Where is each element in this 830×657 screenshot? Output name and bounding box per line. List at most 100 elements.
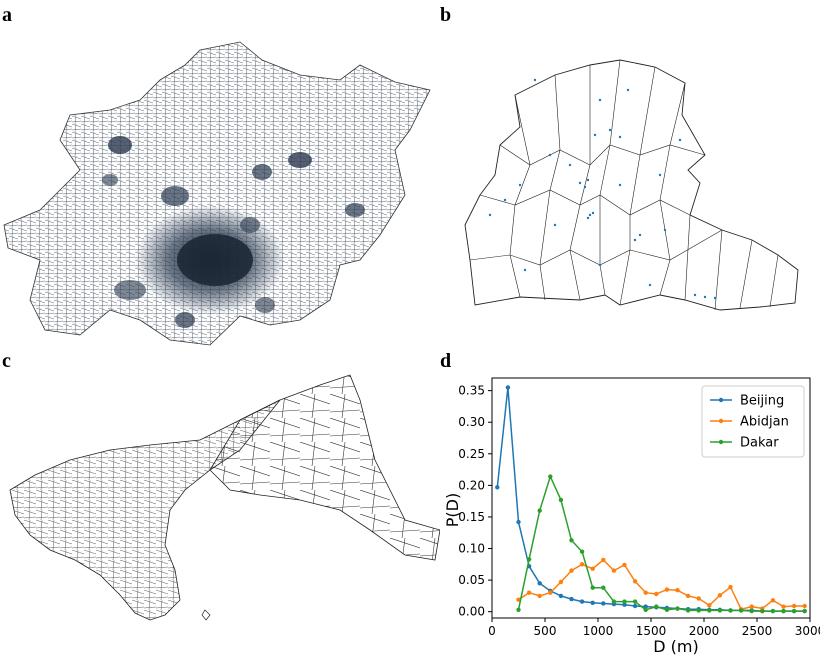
x-tick-label: 0: [488, 624, 496, 638]
y-tick-label: 0.30: [458, 415, 485, 429]
data-point-dakar: [622, 599, 627, 604]
panel-label-b: b: [440, 4, 452, 26]
panel-label-d: d: [440, 350, 452, 372]
data-point-beijing: [495, 485, 500, 490]
data-point-abidjan: [516, 597, 521, 602]
data-point-abidjan: [728, 584, 733, 590]
data-point-dakar: [516, 607, 521, 612]
data-point-abidjan: [643, 590, 648, 595]
data-point-abidjan: [781, 604, 786, 609]
data-point-dakar: [685, 608, 691, 613]
data-point-dakar: [696, 608, 701, 613]
data-point-abidjan: [675, 588, 680, 593]
data-point-abidjan: [558, 579, 564, 585]
x-axis-label: D (m): [653, 637, 698, 656]
data-point-abidjan: [717, 593, 723, 598]
data-point-dakar: [601, 585, 606, 590]
legend-swatch-marker: [718, 418, 724, 424]
x-tick-label: 500: [534, 624, 557, 638]
y-axis-label: P(D): [443, 493, 462, 527]
legend-box: [701, 385, 805, 458]
data-point-abidjan: [707, 603, 712, 608]
data-point-dakar: [802, 608, 807, 614]
data-point-dakar: [590, 585, 595, 590]
data-point-abidjan: [696, 596, 701, 601]
x-tick-label: 2000: [689, 624, 720, 638]
series-line-dakar: [517, 474, 805, 612]
y-tick-label: 0.05: [458, 573, 485, 587]
data-point-beijing: [643, 604, 648, 609]
data-point-dakar: [632, 599, 638, 604]
data-point-abidjan: [632, 579, 638, 584]
data-point-dakar: [717, 608, 723, 613]
data-point-dakar: [791, 608, 797, 614]
y-tick-label: 0.20: [458, 478, 485, 492]
chart-legend: Beijing Abidjan Dakar: [701, 385, 805, 458]
data-point-abidjan: [664, 587, 670, 592]
abidjan-outline: [464, 59, 799, 311]
x-tick-label: 2500: [742, 624, 773, 638]
y-tick-label: 0.00: [458, 605, 485, 619]
data-point-dakar: [738, 608, 744, 613]
data-point-abidjan: [770, 598, 776, 603]
data-point-beijing: [590, 600, 595, 606]
chart-marks: [495, 385, 807, 614]
data-point-abidjan: [654, 591, 659, 597]
y-tick-label: 0.35: [458, 384, 485, 398]
data-point-dakar: [781, 608, 786, 614]
data-point-abidjan: [537, 593, 542, 599]
data-point-abidjan: [749, 604, 754, 609]
data-point-dakar: [675, 606, 680, 611]
data-point-beijing: [579, 599, 585, 604]
data-point-dakar: [611, 599, 617, 604]
data-point-dakar: [749, 608, 754, 614]
voronoi-map-abidjan: [464, 59, 799, 311]
data-point-dakar: [760, 608, 765, 614]
data-point-abidjan: [590, 566, 595, 571]
data-point-dakar: [569, 538, 574, 543]
data-point-dakar: [526, 557, 532, 562]
legend-entry: Abidjan: [740, 415, 789, 430]
data-point-beijing: [601, 601, 606, 606]
data-point-beijing: [505, 385, 511, 390]
data-point-dakar: [579, 549, 585, 554]
data-point-dakar: [643, 607, 648, 612]
data-point-dakar: [728, 608, 733, 613]
data-point-abidjan: [569, 568, 574, 573]
data-point-abidjan: [791, 603, 797, 609]
data-point-abidjan: [802, 603, 807, 609]
data-point-dakar: [537, 508, 542, 513]
y-tick-label: 0.25: [458, 447, 485, 461]
data-point-beijing: [632, 603, 638, 609]
data-point-abidjan: [685, 593, 691, 599]
dakar-outline-east: [209, 374, 440, 561]
data-point-abidjan: [622, 562, 627, 568]
dakar-outline-west: [9, 399, 281, 621]
data-point-abidjan: [579, 562, 585, 567]
data-point-beijing: [569, 596, 574, 602]
voronoi-map-dakar: [9, 374, 440, 621]
data-point-beijing: [537, 581, 542, 586]
data-point-dakar: [654, 604, 659, 609]
data-point-abidjan: [611, 568, 617, 573]
x-tick-label: 1500: [636, 624, 667, 638]
data-point-dakar: [707, 608, 712, 613]
legend-entry: Beijing: [740, 394, 784, 409]
data-point-dakar: [664, 607, 670, 612]
data-point-abidjan: [526, 590, 532, 595]
x-tick-label: 1000: [583, 624, 614, 638]
data-point-beijing: [622, 602, 627, 607]
data-point-dakar: [548, 474, 553, 479]
data-point-beijing: [558, 593, 564, 599]
y-tick-label: 0.10: [458, 542, 485, 556]
data-point-abidjan: [601, 557, 606, 563]
panel-label-c: c: [2, 350, 11, 372]
legend-swatch-marker: [718, 397, 724, 403]
beijing-outline: [3, 41, 431, 346]
data-point-abidjan: [548, 590, 553, 595]
data-point-dakar: [770, 608, 776, 614]
legend-entry: Dakar: [740, 436, 779, 451]
